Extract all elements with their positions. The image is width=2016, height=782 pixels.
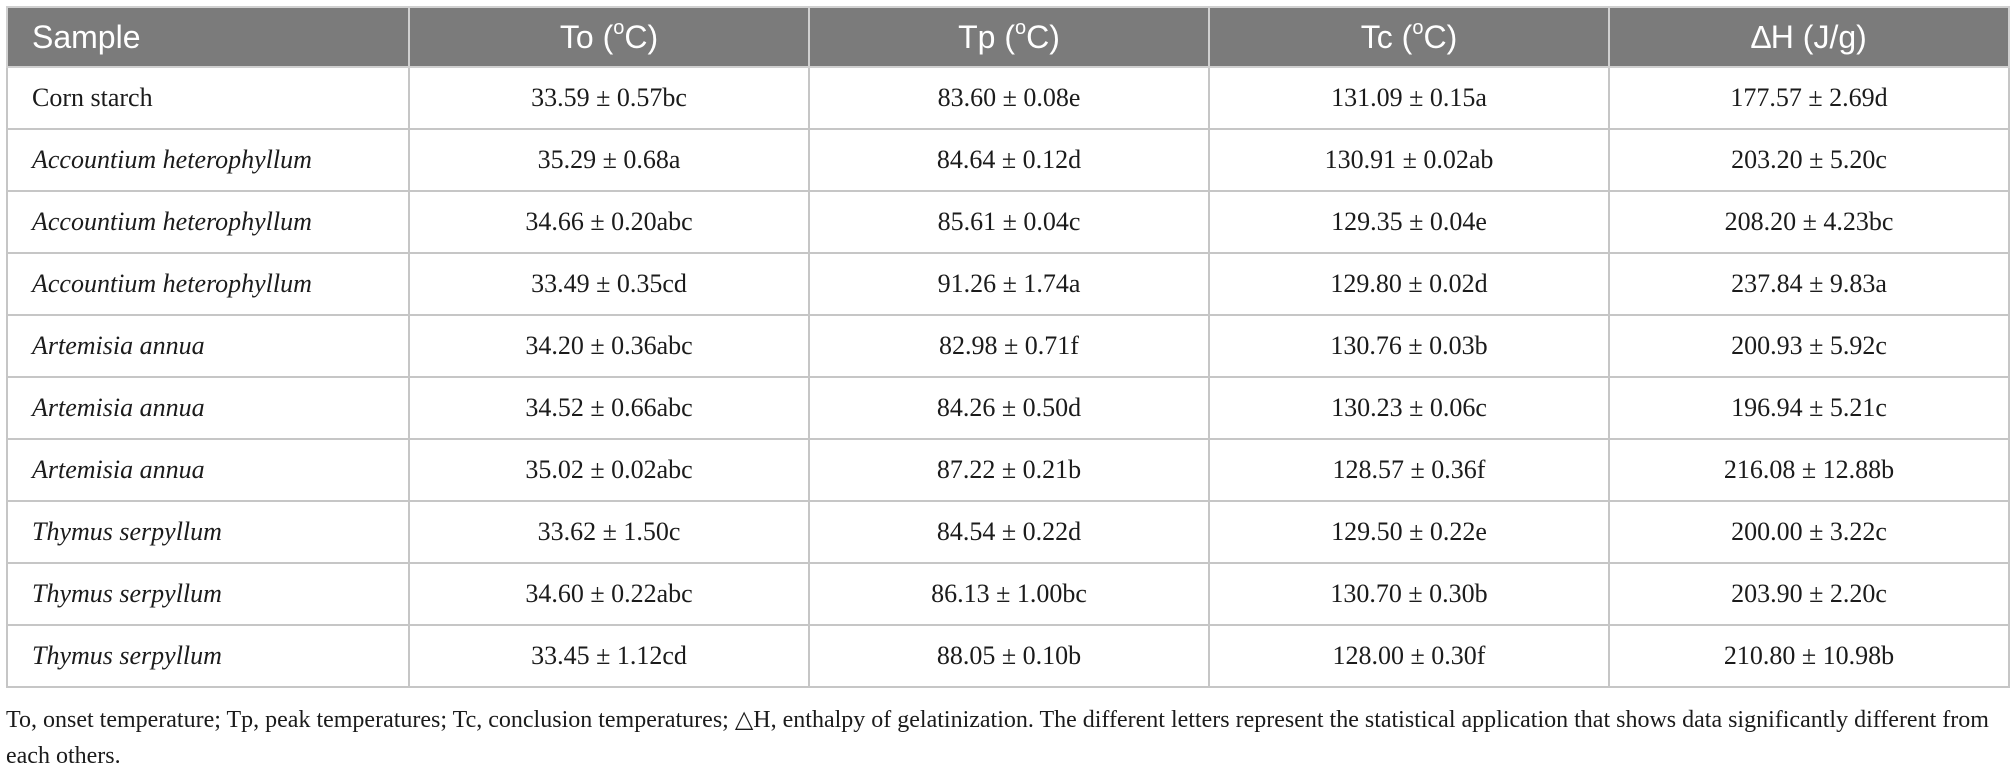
cell-dh: 203.90 ± 2.20c	[1608, 562, 2010, 626]
cell-sample: Thymus serpyllum	[6, 562, 410, 626]
header-tc: Tc (oC)	[1208, 6, 1610, 68]
header-suffix: C)	[624, 18, 659, 55]
document-page: Sample To (oC) Tp (oC) Tc (oC) ∆H (J/g) …	[6, 6, 2010, 774]
cell-tc: 129.50 ± 0.22e	[1208, 500, 1610, 564]
cell-tc: 129.35 ± 0.04e	[1208, 190, 1610, 254]
cell-dh: 200.00 ± 3.22c	[1608, 500, 2010, 564]
cell-dh: 210.80 ± 10.98b	[1608, 624, 2010, 688]
data-table: Sample To (oC) Tp (oC) Tc (oC) ∆H (J/g) …	[6, 6, 2010, 688]
cell-to: 34.66 ± 0.20abc	[408, 190, 810, 254]
cell-sample: Thymus serpyllum	[6, 500, 410, 564]
table-row: Accountium heterophyllum 35.29 ± 0.68a 84.…	[6, 128, 2010, 192]
cell-dh: 203.20 ± 5.20c	[1608, 128, 2010, 192]
cell-dh: 237.84 ± 9.83a	[1608, 252, 2010, 316]
cell-sample: Accountium heterophyllum	[6, 252, 410, 316]
cell-sample: Corn starch	[6, 66, 410, 130]
table-row: Thymus serpyllum 33.62 ± 1.50c 84.54 ± 0.2…	[6, 500, 2010, 564]
header-label: Tp (	[958, 18, 1015, 55]
cell-tp: 85.61 ± 0.04c	[808, 190, 1210, 254]
header-tp: Tp (oC)	[808, 6, 1210, 68]
cell-dh: 196.94 ± 5.21c	[1608, 376, 2010, 440]
cell-tc: 128.57 ± 0.36f	[1208, 438, 1610, 502]
cell-tp: 84.54 ± 0.22d	[808, 500, 1210, 564]
cell-tc: 130.70 ± 0.30b	[1208, 562, 1610, 626]
header-dh: ∆H (J/g)	[1608, 6, 2010, 68]
degree-sup: o	[1412, 16, 1424, 39]
cell-tc: 129.80 ± 0.02d	[1208, 252, 1610, 316]
header-suffix: C)	[1026, 18, 1060, 55]
cell-to: 33.62 ± 1.50c	[408, 500, 810, 564]
cell-tp: 82.98 ± 0.71f	[808, 314, 1210, 378]
cell-tp: 91.26 ± 1.74a	[808, 252, 1210, 316]
table-row: Accountium heterophyllum 33.49 ± 0.35cd 91…	[6, 252, 2010, 316]
header-label: Sample	[32, 18, 141, 55]
table-row: Thymus serpyllum 34.60 ± 0.22abc 86.13 ± 1…	[6, 562, 2010, 626]
table-row: Artemisia annua 34.20 ± 0.36abc 82.98 ± 0.…	[6, 314, 2010, 378]
cell-tp: 83.60 ± 0.08e	[808, 66, 1210, 130]
cell-sample: Accountium heterophyllum	[6, 190, 410, 254]
header-label: To (	[559, 18, 614, 55]
cell-dh: 200.93 ± 5.92c	[1608, 314, 2010, 378]
cell-tc: 128.00 ± 0.30f	[1208, 624, 1610, 688]
cell-sample: Artemisia annua	[6, 438, 410, 502]
table-row: Accountium heterophyllum 34.66 ± 0.20abc 8…	[6, 190, 2010, 254]
cell-sample: Accountium heterophyllum	[6, 128, 410, 192]
cell-dh: 177.57 ± 2.69d	[1608, 66, 2010, 130]
cell-tp: 88.05 ± 0.10b	[808, 624, 1210, 688]
cell-to: 35.29 ± 0.68a	[408, 128, 810, 192]
table-row: Artemisia annua 35.02 ± 0.02abc 87.22 ± 0.…	[6, 438, 2010, 502]
cell-tp: 87.22 ± 0.21b	[808, 438, 1210, 502]
cell-tp: 84.26 ± 0.50d	[808, 376, 1210, 440]
degree-sup: o	[1015, 16, 1027, 39]
header-label: ∆H (J/g)	[1751, 18, 1867, 55]
cell-to: 35.02 ± 0.02abc	[408, 438, 810, 502]
cell-to: 33.45 ± 1.12cd	[408, 624, 810, 688]
table-header: Sample To (oC) Tp (oC) Tc (oC) ∆H (J/g)	[6, 6, 2010, 68]
degree-sup: o	[613, 16, 625, 39]
cell-to: 34.20 ± 0.36abc	[408, 314, 810, 378]
header-sample: Sample	[6, 6, 410, 68]
table-row: Thymus serpyllum 33.45 ± 1.12cd 88.05 ± 0.…	[6, 624, 2010, 688]
header-row: Sample To (oC) Tp (oC) Tc (oC) ∆H (J/g)	[6, 6, 2010, 68]
table-body: Corn starch 33.59 ± 0.57bc 83.60 ± 0.08e 13…	[6, 66, 2010, 688]
cell-tc: 131.09 ± 0.15a	[1208, 66, 1610, 130]
cell-to: 34.52 ± 0.66abc	[408, 376, 810, 440]
table-footnote: To, onset temperature; Tp, peak temperat…	[6, 707, 1989, 769]
cell-tc: 130.23 ± 0.06c	[1208, 376, 1610, 440]
cell-tp: 86.13 ± 1.00bc	[808, 562, 1210, 626]
cell-dh: 208.20 ± 4.23bc	[1608, 190, 2010, 254]
table-row: Corn starch 33.59 ± 0.57bc 83.60 ± 0.08e 13…	[6, 66, 2010, 130]
cell-tp: 84.64 ± 0.12d	[808, 128, 1210, 192]
cell-tc: 130.91 ± 0.02ab	[1208, 128, 1610, 192]
header-suffix: C)	[1423, 18, 1458, 55]
header-to: To (oC)	[408, 6, 810, 68]
cell-to: 34.60 ± 0.22abc	[408, 562, 810, 626]
cell-tc: 130.76 ± 0.03b	[1208, 314, 1610, 378]
cell-sample: Artemisia annua	[6, 376, 410, 440]
header-label: Tc (	[1360, 18, 1413, 55]
cell-to: 33.59 ± 0.57bc	[408, 66, 810, 130]
cell-sample: Thymus serpyllum	[6, 624, 410, 688]
cell-dh: 216.08 ± 12.88b	[1608, 438, 2010, 502]
table-row: Artemisia annua 34.52 ± 0.66abc 84.26 ± 0.…	[6, 376, 2010, 440]
cell-sample: Artemisia annua	[6, 314, 410, 378]
cell-to: 33.49 ± 0.35cd	[408, 252, 810, 316]
